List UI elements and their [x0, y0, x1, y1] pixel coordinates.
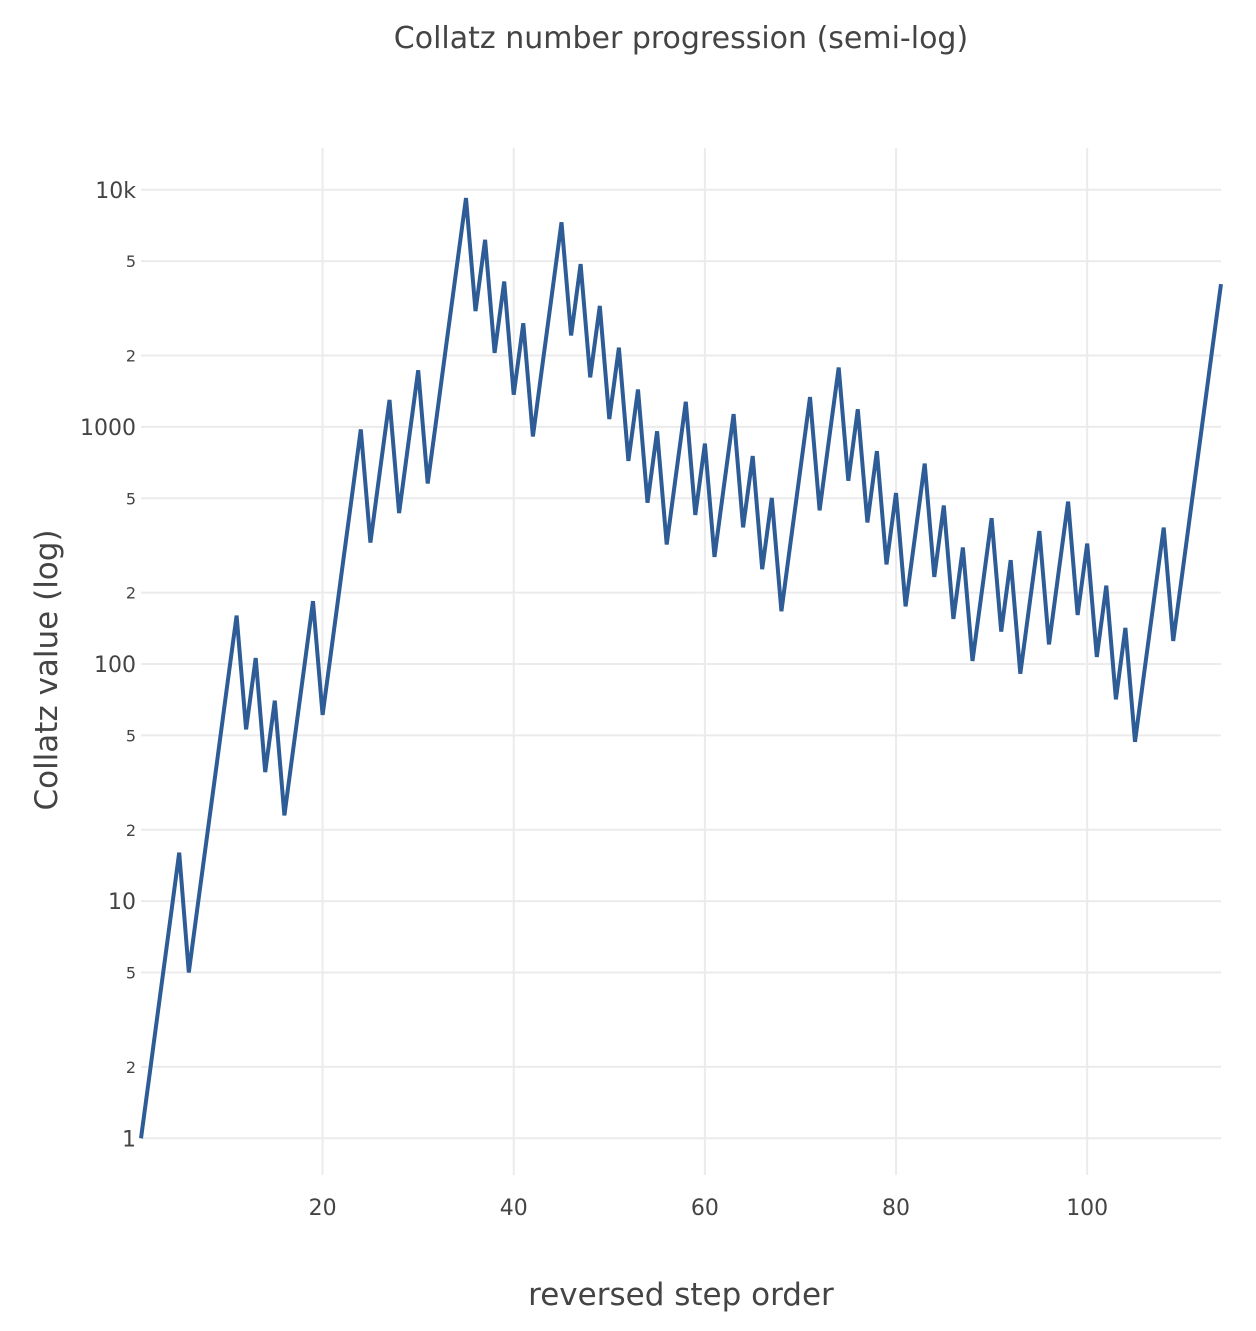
y-axis-ticks: 1 2 5 10 2 5 100 2 5 1000 2 5 10k	[80, 179, 136, 1153]
x-axis-title: reversed step order	[528, 1277, 834, 1313]
y-tick-label: 5	[126, 726, 136, 745]
y-tick-label: 5	[126, 252, 136, 271]
y-tick-label: 2	[126, 1058, 136, 1077]
y-tick-label: 10k	[95, 179, 136, 204]
grid	[141, 148, 1221, 1175]
y-axis-title: Collatz value (log)	[29, 529, 65, 810]
x-axis-ticks: 20 40 60 80 100	[309, 1196, 1109, 1221]
y-tick-label: 2	[126, 347, 136, 366]
chart-title: Collatz number progression (semi-log)	[394, 21, 968, 56]
y-tick-label: 5	[126, 964, 136, 983]
y-tick-label: 2	[126, 584, 136, 603]
y-tick-label: 100	[94, 653, 136, 678]
y-tick-label: 10	[108, 890, 136, 915]
x-tick-label: 100	[1066, 1196, 1108, 1221]
x-tick-label: 40	[500, 1196, 528, 1221]
x-tick-label: 60	[691, 1196, 719, 1221]
y-tick-label: 1000	[80, 416, 136, 441]
y-tick-label: 1	[122, 1127, 136, 1152]
series-layer	[139, 197, 1223, 1139]
x-tick-label: 80	[882, 1196, 910, 1221]
x-tick-label: 20	[309, 1196, 337, 1221]
y-tick-label: 5	[126, 489, 136, 508]
series-line	[139, 197, 1223, 1139]
y-tick-label: 2	[126, 821, 136, 840]
